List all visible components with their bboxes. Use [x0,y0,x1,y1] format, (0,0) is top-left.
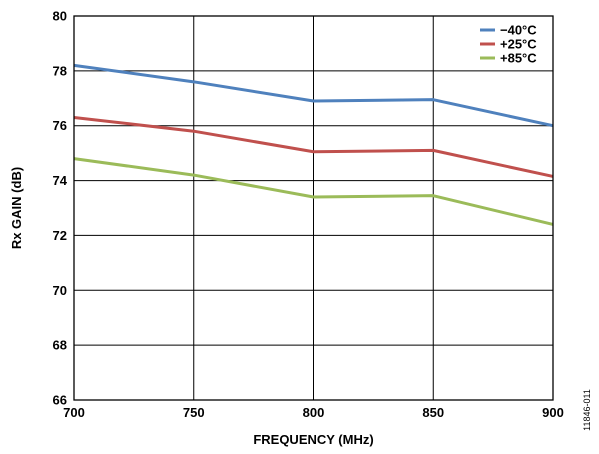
plot-frame [73,15,554,401]
y-tick-label: 80 [53,9,67,24]
x-axis-title: FREQUENCY (MHz) [253,432,373,447]
legend-label-1: +25°C [500,37,537,52]
y-tick-labels: 66 68 70 72 74 76 78 80 [53,9,68,408]
x-tick-labels: 700 750 800 850 900 [63,405,564,420]
x-tick-label: 700 [63,405,85,420]
y-tick-label: 76 [53,118,67,133]
y-tick-label: 70 [53,283,67,298]
y-axis-title: Rx GAIN (dB) [9,167,24,249]
x-tick-label: 850 [422,405,444,420]
x-tick-label: 750 [183,405,205,420]
figure-id: 11846-011 [582,389,592,431]
legend: −40°C+25°C+85°C [474,19,551,66]
x-tick-label: 800 [303,405,325,420]
y-tick-label: 74 [53,173,68,188]
y-tick-label: 72 [53,228,67,243]
y-tick-label: 66 [53,393,67,408]
series-line-1 [73,115,554,178]
legend-label-2: +85°C [500,51,537,66]
legend-label-0: −40°C [500,23,537,38]
x-tick-label: 900 [542,405,564,420]
series-lines [73,63,554,226]
y-tick-label: 78 [53,63,67,78]
series-line-2 [73,157,554,226]
y-tick-label: 68 [53,338,67,353]
series-line-0 [73,63,554,128]
